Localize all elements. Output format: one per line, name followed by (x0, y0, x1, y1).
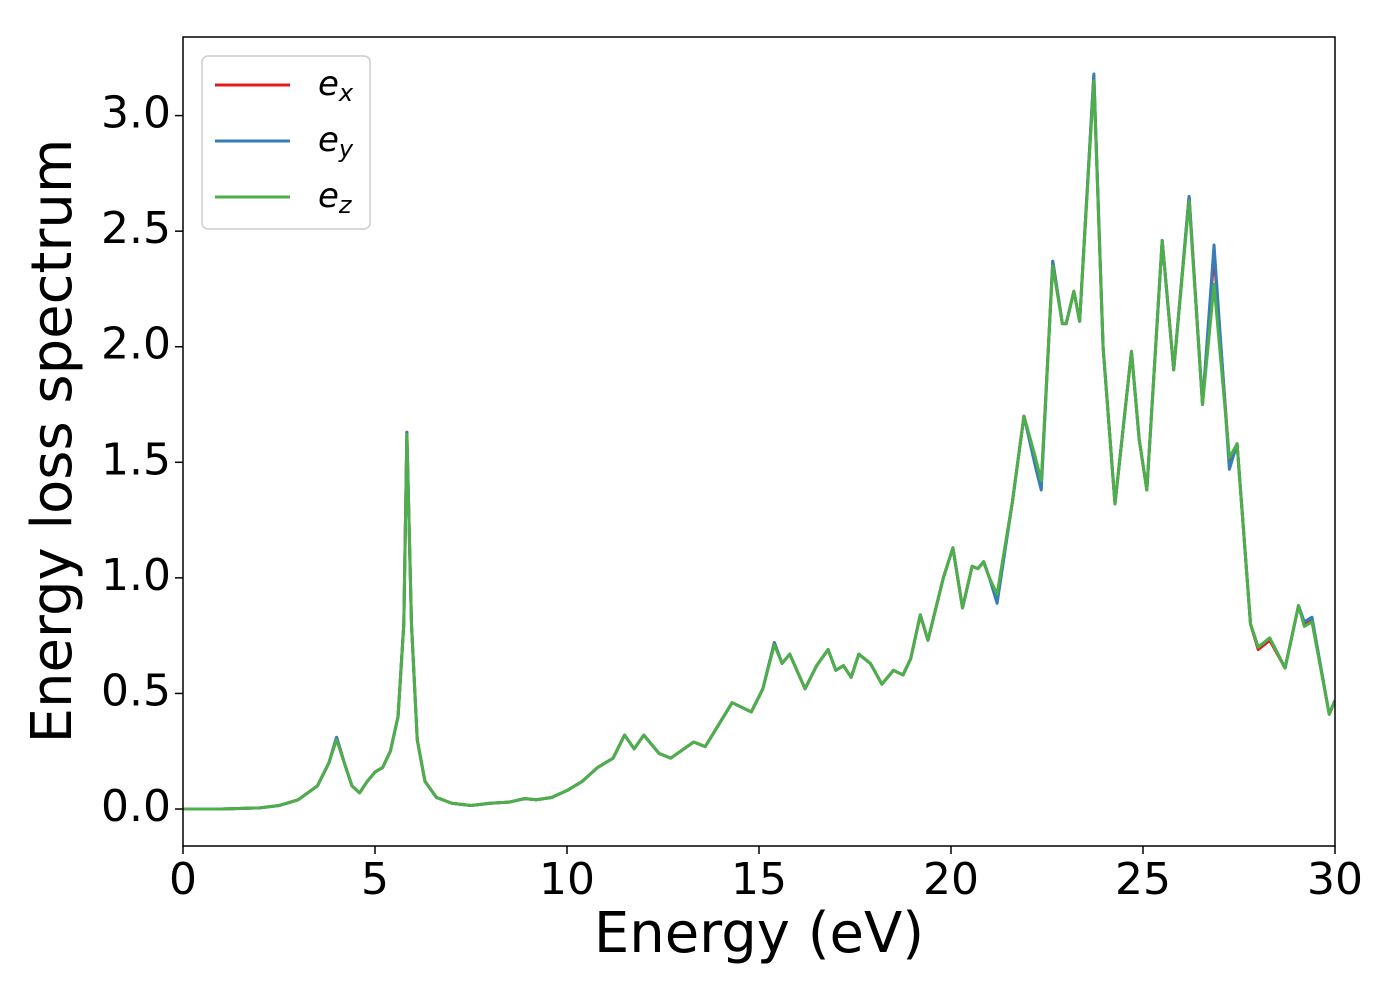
legend: ex ey ez (201, 55, 371, 230)
y-tick-label: 1.5 (101, 434, 171, 485)
x-tick-label: 15 (731, 854, 787, 905)
legend-label: ez (318, 176, 353, 220)
x-tick-label: 0 (169, 854, 197, 905)
y-tick-label: 0.5 (101, 665, 171, 716)
legend-label: ex (318, 64, 354, 108)
legend-label: ey (318, 120, 354, 164)
y-tick-label: 0.0 (101, 781, 171, 832)
x-axis-label: Energy (eV) (594, 901, 924, 966)
x-tick-label: 20 (923, 854, 979, 905)
y-tick-label: 2.0 (101, 319, 171, 370)
y-tick-label: 1.0 (101, 550, 171, 601)
series-line (183, 79, 1335, 811)
y-tick-label: 2.5 (101, 203, 171, 254)
x-tick-label: 25 (1115, 854, 1171, 905)
plot-frame (182, 36, 1336, 847)
y-tick-label: 3.0 (101, 88, 171, 139)
x-tick-label: 5 (361, 854, 389, 905)
x-tick-label: 10 (539, 854, 595, 905)
x-tick-label: 30 (1307, 854, 1363, 905)
y-axis-label: Energy loss spectrum (20, 139, 85, 744)
